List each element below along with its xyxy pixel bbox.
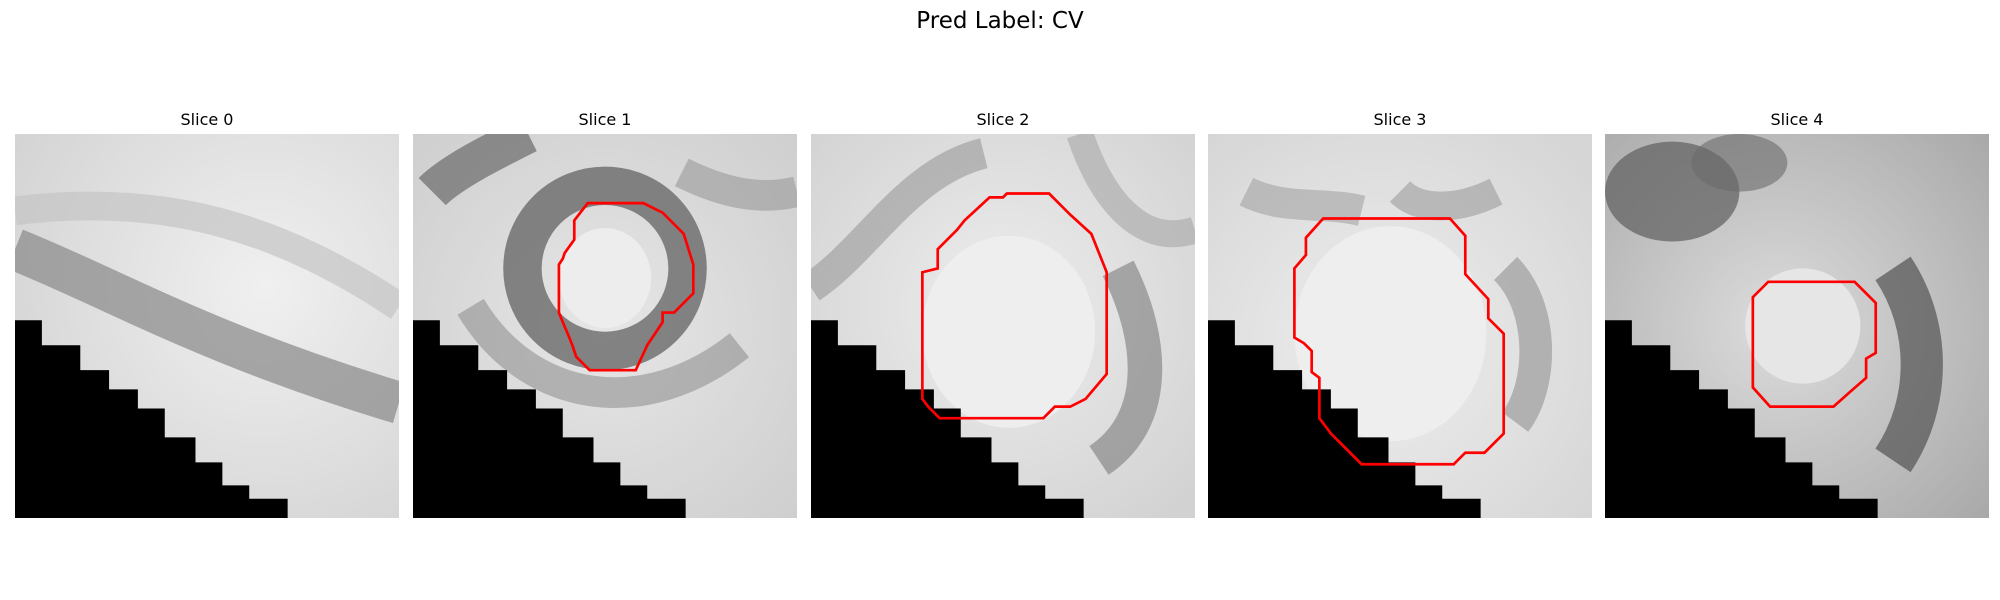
slice-title: Slice 4 xyxy=(1770,110,1824,129)
slice-image xyxy=(413,134,797,518)
slice-image xyxy=(1208,134,1592,518)
contour xyxy=(1751,280,1878,408)
contour xyxy=(1293,217,1506,466)
figure-title: Pred Label: CV xyxy=(916,8,1084,34)
contour xyxy=(557,201,695,372)
contour xyxy=(921,192,1109,420)
slice-title: Slice 0 xyxy=(180,110,234,129)
slice-title: Slice 1 xyxy=(578,110,632,129)
slice-panel-1: Slice 1 xyxy=(413,108,797,518)
slice-panel-0: Slice 0 xyxy=(15,108,399,518)
slice-panel-4: Slice 4 xyxy=(1605,108,1989,518)
slice-panel-2: Slice 2 xyxy=(811,108,1195,518)
slice-panel-3: Slice 3 xyxy=(1208,108,1592,518)
slice-image xyxy=(811,134,1195,518)
slice-title: Slice 3 xyxy=(1373,110,1427,129)
slice-image xyxy=(15,134,399,518)
slice-image xyxy=(1605,134,1989,518)
slice-title: Slice 2 xyxy=(976,110,1030,129)
